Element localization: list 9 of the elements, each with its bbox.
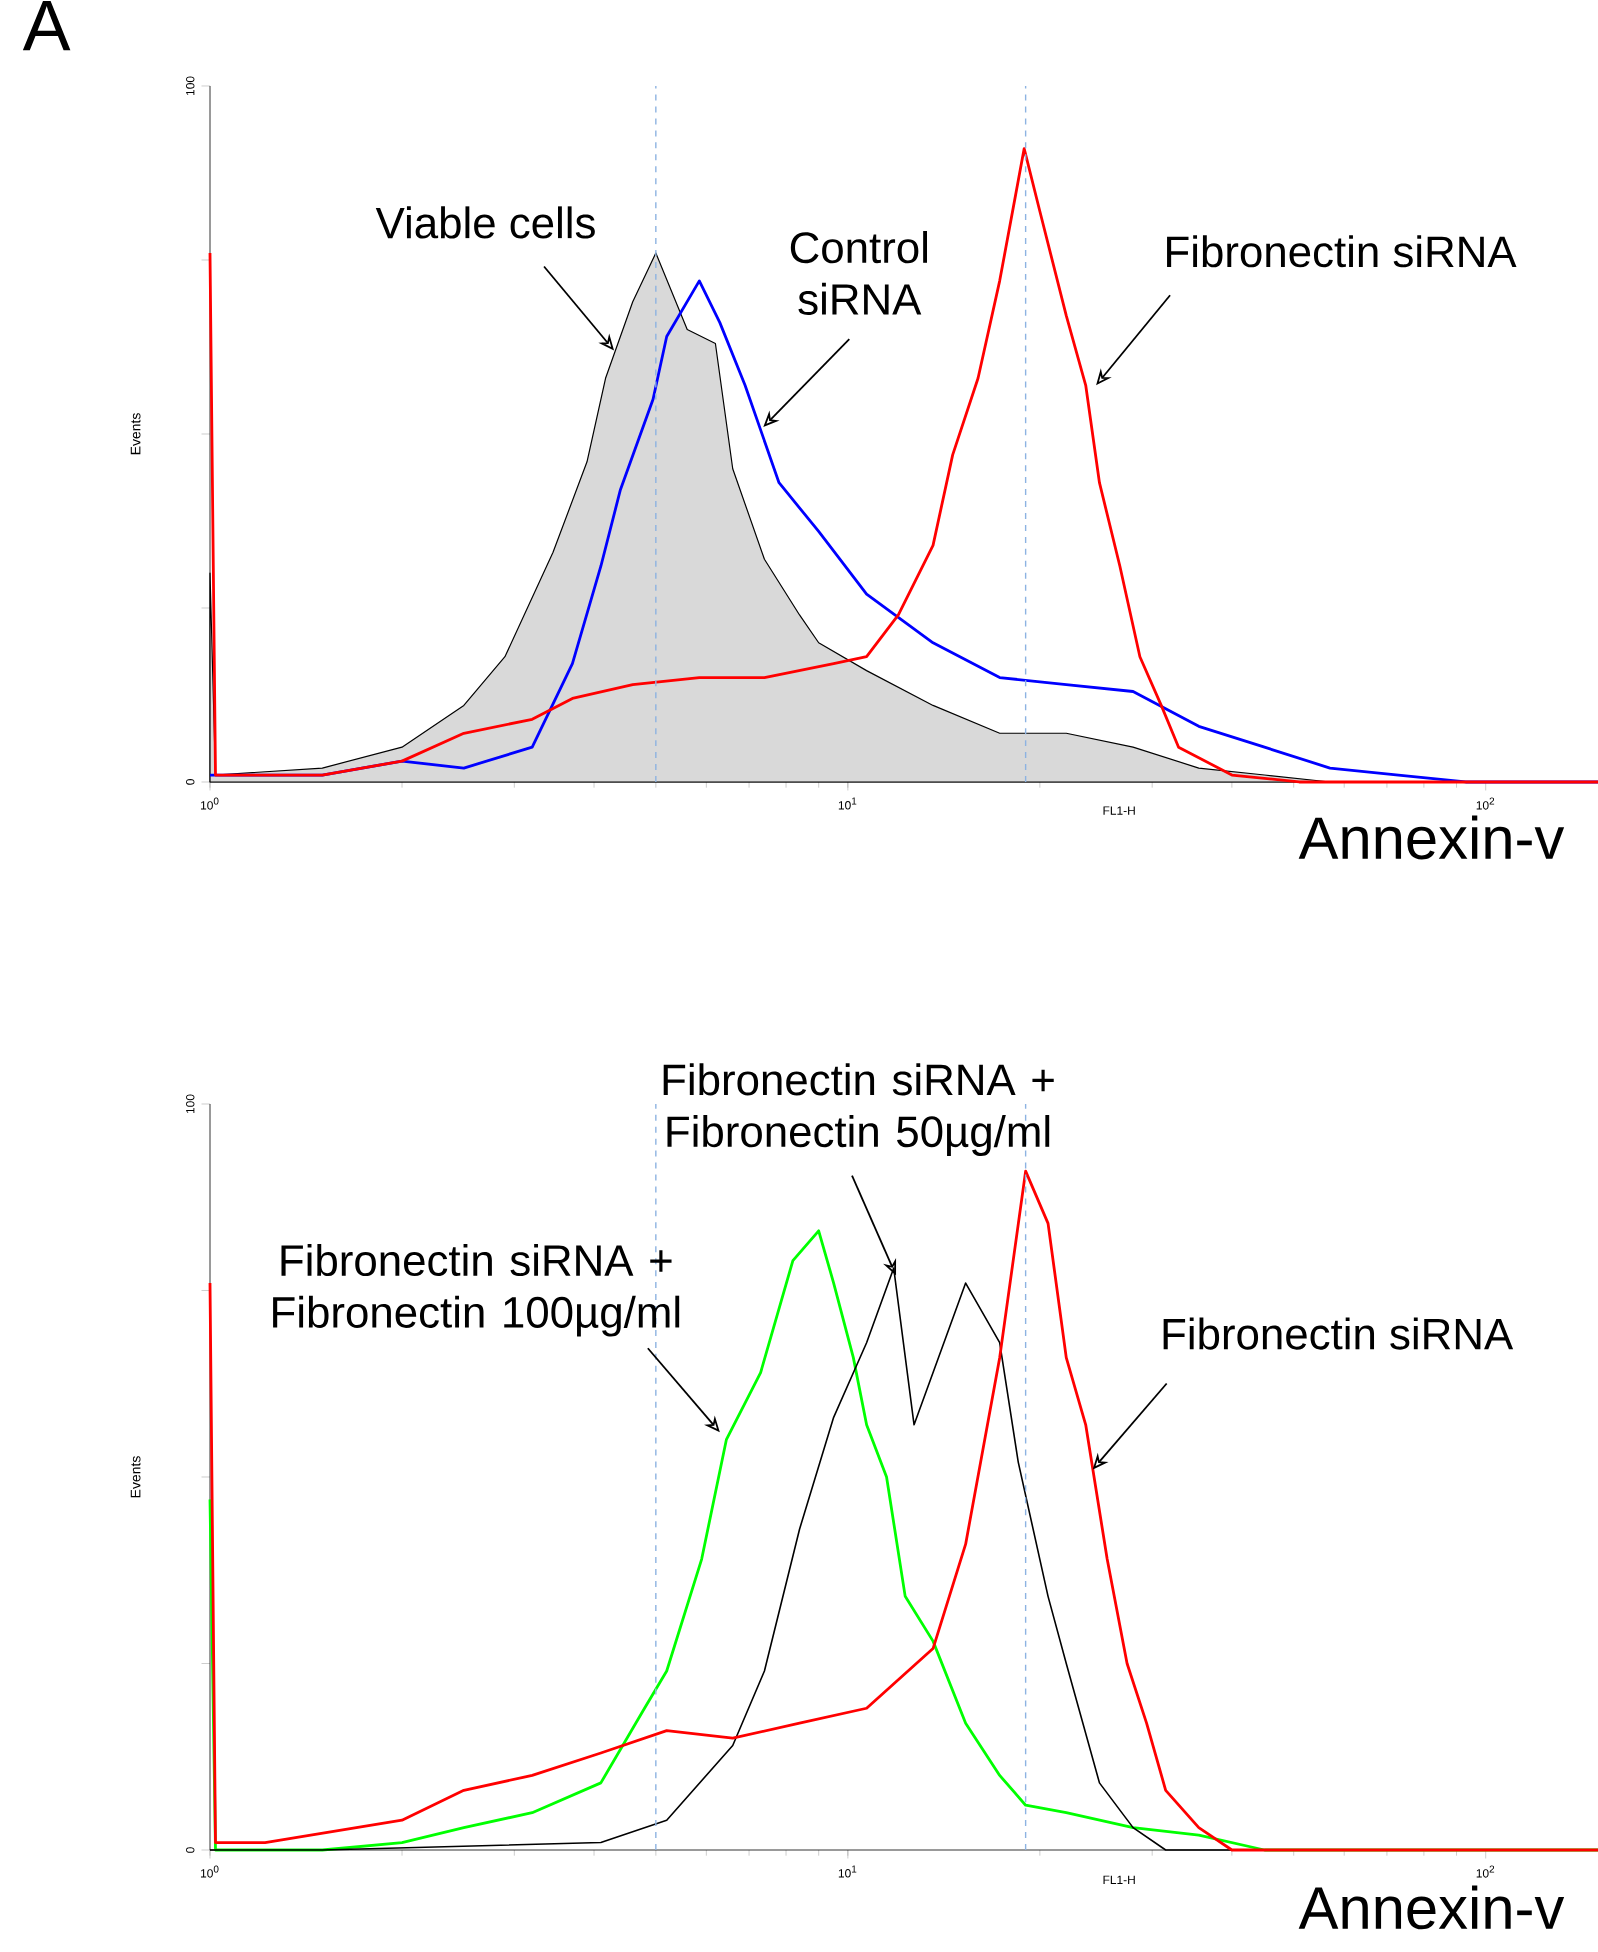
annotation: Fibronectin siRNA + Fibronectin 100µg/ml: [273, 1243, 680, 1337]
annotation: Fibronectin siRNA: [1163, 1317, 1514, 1350]
annotation: Control siRNA: [790, 231, 927, 316]
annotation: Fibronectin siRNA: [1167, 235, 1517, 268]
annotation: Viable cells: [375, 206, 595, 239]
text: Annexin-v: [1298, 1885, 1565, 1930]
annotation: Fibronectin siRNA + Fibronectin 50µg/ml: [663, 1063, 1054, 1156]
chart-title: A: [22, 1, 71, 51]
text: Annexin-v: [1298, 815, 1565, 860]
